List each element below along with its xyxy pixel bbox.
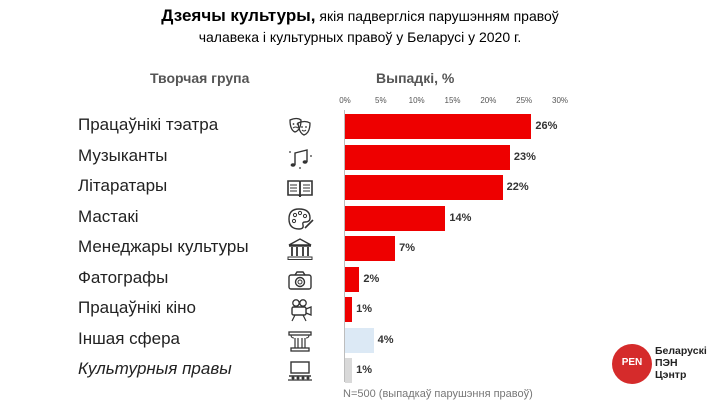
bar <box>345 144 510 170</box>
logo-line-1: Беларускі <box>655 345 707 357</box>
film-camera-icon <box>285 297 315 323</box>
title-rest: якія падвергліся парушэнням правоў <box>315 8 559 24</box>
group-header: Творчая група <box>150 70 250 86</box>
x-axis-ticks: 0% 5% 10% 15% 20% 25% 30% <box>339 96 568 108</box>
logo-line-3: Цэнтр <box>655 369 687 381</box>
bar-row: Працаўнікі тэатра 26% <box>0 112 720 143</box>
bar-row: Фатографы 2% <box>0 265 720 296</box>
category-label: Культурныя правы <box>78 359 232 378</box>
x-tick-label: 15% <box>444 96 461 105</box>
sample-note: N=500 (выпадкаў парушэння правоў) <box>343 388 533 400</box>
category-label: Менеджары культуры <box>78 237 249 256</box>
value-label: 7% <box>399 242 416 254</box>
stage-icon <box>285 358 315 384</box>
column-icon <box>285 328 315 354</box>
category-label: Працаўнікі тэатра <box>78 115 219 134</box>
museum-icon <box>285 236 315 262</box>
value-label: 14% <box>449 211 472 224</box>
bar <box>345 327 374 353</box>
bar-rows: Працаўнікі тэатра 26% Музыканты 23% Літарата… <box>0 112 720 387</box>
cases-header: Выпадкі, % <box>376 70 455 86</box>
logo-line-2: ПЭН <box>655 357 678 369</box>
value-label: 1% <box>356 364 373 376</box>
bar-row: Музыканты 23% <box>0 143 720 174</box>
pen-logo-circle: PEN <box>612 344 652 384</box>
x-tick-label: 20% <box>480 96 497 105</box>
bar <box>345 266 360 292</box>
value-label: 4% <box>377 333 394 346</box>
x-tick-label: 10% <box>408 96 425 105</box>
x-tick-label: 30% <box>551 96 569 105</box>
value-label: 1% <box>356 303 373 315</box>
chart-title: Дзеячы культуры, якія падвергліся парушэ… <box>0 6 720 47</box>
value-label: 26% <box>535 120 558 132</box>
bar <box>345 358 353 383</box>
bar-row: Літаратары 22% <box>0 173 720 204</box>
category-label: Мастакі <box>78 206 139 226</box>
value-label: 2% <box>363 272 380 285</box>
bar <box>345 175 503 200</box>
theater-masks-icon <box>285 114 315 140</box>
value-label: 23% <box>513 150 536 163</box>
category-label: Музыканты <box>78 145 168 165</box>
category-label: Працаўнікі кіно <box>78 298 196 317</box>
book-icon <box>285 175 315 201</box>
palette-icon <box>285 206 315 232</box>
title-line2: чалавека і культурных правоў у Беларусі … <box>198 29 522 45</box>
y-axis-line <box>344 110 345 382</box>
category-label: Фатографы <box>78 267 169 287</box>
camera-icon <box>285 267 315 293</box>
bar <box>345 205 446 231</box>
category-label: Літаратары <box>78 176 168 195</box>
category-label: Іншая сфера <box>78 328 180 348</box>
bar <box>345 236 396 261</box>
bar-row: Менеджары культуры 7% <box>0 234 720 265</box>
x-tick-label: 5% <box>375 96 387 105</box>
bar-row: Мастакі 14% <box>0 204 720 235</box>
bar <box>345 114 532 139</box>
bar-row: Культурныя правы 1% <box>0 356 720 387</box>
bar-row: Працаўнікі кіно 1% <box>0 295 720 326</box>
pen-logo-text: PEN <box>621 357 643 368</box>
bar <box>345 297 353 322</box>
title-main: Дзеячы культуры, <box>161 6 316 25</box>
value-label: 22% <box>506 181 529 193</box>
x-tick-label: 25% <box>516 96 533 105</box>
music-notes-icon <box>285 145 315 171</box>
pen-center-logo: PEN Беларускі ПЭН Цэнтр <box>612 344 712 390</box>
bar-row: Іншая сфера 4% <box>0 326 720 357</box>
x-tick-label: 0% <box>339 96 351 105</box>
